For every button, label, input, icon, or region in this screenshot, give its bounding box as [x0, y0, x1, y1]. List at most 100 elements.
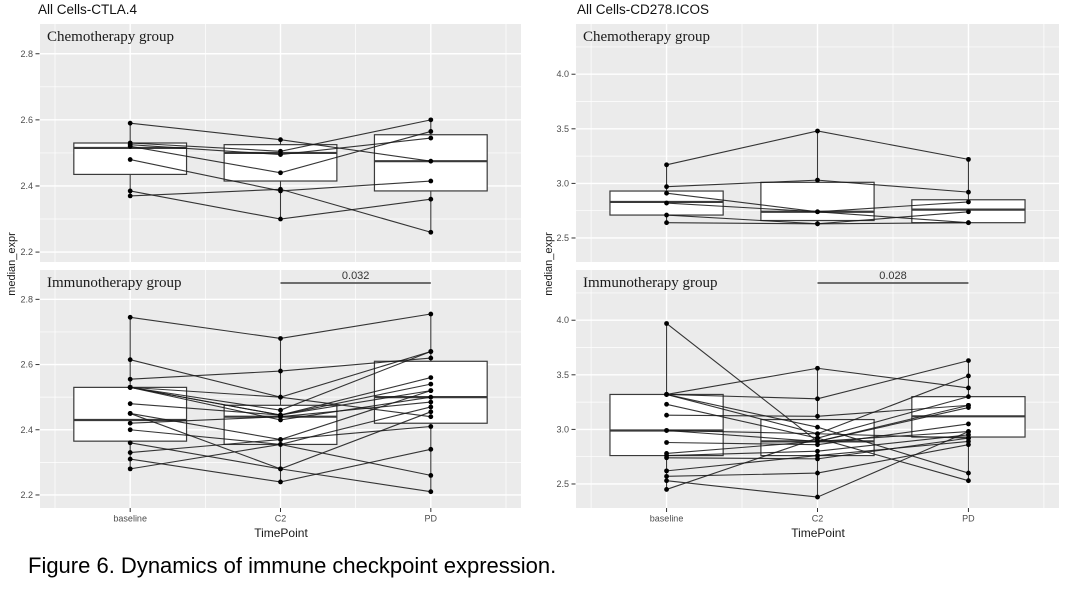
data-point — [428, 311, 434, 317]
data-point — [278, 368, 283, 374]
data-point — [127, 411, 133, 416]
strip-label: Chemotherapy group — [583, 29, 710, 45]
data-point — [966, 358, 971, 364]
data-point — [278, 186, 283, 192]
data-point — [127, 440, 133, 446]
x-tick-label: PD — [425, 514, 438, 524]
data-point — [127, 357, 133, 363]
x-axis-title-left: TimePoint — [254, 526, 308, 540]
y-tick-label: 2.6 — [20, 360, 33, 370]
data-point — [815, 128, 820, 134]
data-point — [278, 148, 283, 154]
data-point — [664, 478, 669, 484]
data-point — [664, 440, 669, 445]
y-axis-title-left: median_expr — [6, 232, 18, 296]
strip-label: Immunotherapy group — [583, 275, 718, 291]
data-point — [966, 373, 971, 379]
x-tick-label: baseline — [113, 514, 147, 524]
x-axis-title-right: TimePoint — [791, 526, 845, 540]
data-point — [815, 453, 820, 458]
y-tick-label: 3.0 — [556, 424, 569, 434]
data-point — [664, 162, 669, 168]
y-tick-label: 3.5 — [556, 124, 569, 134]
strip-label: Chemotherapy group — [47, 29, 174, 45]
y-tick-label: 2.4 — [20, 181, 33, 191]
data-point — [664, 468, 669, 474]
data-point — [278, 407, 283, 413]
y-tick-label: 2.2 — [20, 490, 33, 500]
data-point — [278, 336, 283, 341]
data-point — [127, 384, 133, 390]
data-point — [278, 466, 283, 472]
data-point — [664, 220, 669, 226]
data-point — [428, 388, 434, 394]
data-point — [966, 421, 971, 427]
data-point — [428, 424, 434, 429]
data-point — [278, 437, 283, 442]
data-point — [428, 129, 434, 134]
data-point — [664, 428, 669, 433]
data-point — [127, 193, 133, 199]
x-tick-label: baseline — [650, 514, 684, 524]
data-point — [278, 442, 283, 447]
data-point — [664, 412, 669, 418]
y-tick-label: 2.8 — [20, 49, 33, 59]
data-point — [127, 188, 133, 194]
data-point — [815, 494, 820, 500]
data-point — [966, 442, 971, 448]
data-point — [428, 446, 434, 452]
data-point — [815, 448, 820, 454]
data-point — [664, 392, 669, 397]
data-point — [428, 229, 434, 235]
data-point — [278, 479, 283, 485]
data-point — [278, 170, 283, 176]
y-tick-label: 3.0 — [556, 178, 569, 188]
data-point — [815, 365, 820, 371]
data-point — [127, 120, 133, 126]
data-point — [278, 414, 283, 420]
data-point — [428, 355, 434, 361]
data-point — [815, 424, 820, 430]
data-point — [428, 394, 434, 400]
y-tick-label: 2.8 — [20, 294, 33, 304]
data-point — [966, 220, 971, 226]
data-point — [428, 135, 434, 141]
pvalue-label: 0.028 — [879, 270, 907, 282]
y-tick-label: 4.0 — [556, 69, 569, 79]
data-point — [664, 190, 669, 196]
data-point — [664, 401, 669, 407]
data-point — [278, 137, 283, 143]
x-tick-label: C2 — [275, 514, 287, 524]
data-point — [815, 413, 820, 419]
data-point — [966, 156, 971, 162]
data-point — [127, 401, 133, 407]
data-point — [127, 376, 133, 382]
y-axis-title-right: median_expr — [543, 232, 555, 296]
data-point — [664, 321, 669, 326]
data-point — [966, 405, 971, 410]
data-point — [428, 381, 434, 387]
data-point — [966, 189, 971, 195]
data-point — [966, 429, 971, 434]
data-point — [127, 157, 133, 162]
data-point — [966, 385, 971, 391]
data-point — [127, 314, 133, 320]
data-point — [428, 399, 434, 405]
data-point — [966, 199, 971, 205]
panel-chemotherapy-group-1: 2.5 3.0 3.5 4.0 Chemotherapy group — [556, 24, 1059, 262]
data-point — [278, 216, 283, 222]
data-point — [815, 396, 820, 402]
data-point — [428, 409, 434, 415]
data-point — [428, 196, 434, 202]
data-point — [664, 212, 669, 218]
data-point — [966, 435, 971, 441]
chart-title-ctla4: All Cells-CTLA.4 — [38, 2, 138, 17]
x-tick-label: PD — [962, 514, 975, 524]
panel-chemotherapy-group-0: 2.2 2.4 2.6 2.8 Chemotherapy group — [20, 24, 521, 262]
data-point — [966, 478, 971, 484]
data-point — [428, 375, 434, 380]
data-point — [278, 152, 283, 157]
pvalue-label: 0.032 — [342, 270, 370, 282]
